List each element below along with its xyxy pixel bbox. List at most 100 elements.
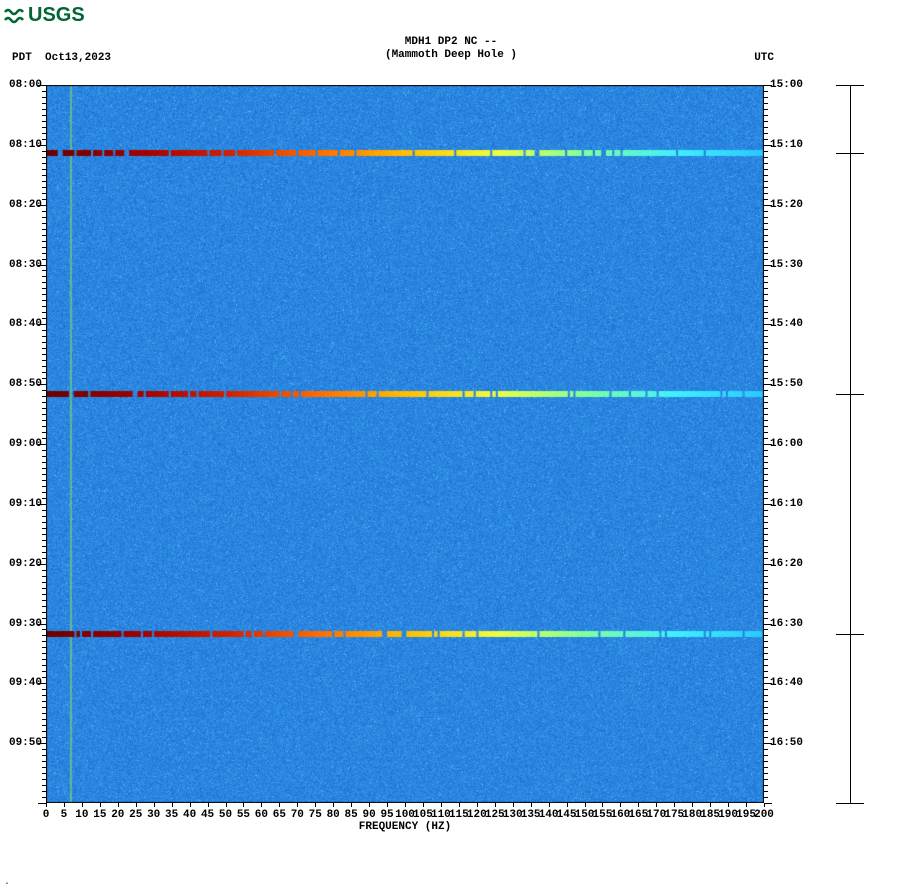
y-left-tick [42, 157, 46, 158]
y-left-tick [42, 737, 46, 738]
x-tick-label: 60 [255, 809, 268, 821]
x-tick-label: 120 [467, 809, 487, 821]
x-tick-label: 170 [646, 809, 666, 821]
y-right-tick [764, 247, 768, 248]
x-tick [297, 803, 298, 807]
y-left-tick [38, 324, 46, 325]
corner-mark: . [4, 877, 10, 888]
y-right-tick [764, 719, 768, 720]
y-right-tick [764, 564, 772, 565]
y-left-tick [38, 564, 46, 565]
y-left-tick [42, 522, 46, 523]
y-left-tick [42, 432, 46, 433]
x-tick-label: 150 [575, 809, 595, 821]
y-left-tick [42, 402, 46, 403]
event-axis-cap [836, 803, 864, 804]
x-tick [154, 803, 155, 807]
usgs-logo: USGS [4, 4, 85, 27]
x-tick-label: 90 [362, 809, 375, 821]
y-left-tick [38, 683, 46, 684]
y-left-tick [42, 193, 46, 194]
y-left-tick [38, 145, 46, 146]
y-right-tick [764, 109, 768, 110]
y-left-tick [42, 468, 46, 469]
y-right-tick [764, 420, 768, 421]
y-left-tick [42, 247, 46, 248]
x-tick [656, 803, 657, 807]
y-right-tick [764, 552, 768, 553]
y-right-tick [764, 127, 768, 128]
y-right-tick [764, 294, 768, 295]
x-tick [172, 803, 173, 807]
y-left-tick [42, 217, 46, 218]
y-right-tick [764, 366, 768, 367]
y-left-tick [42, 390, 46, 391]
y-right-tick [764, 498, 768, 499]
y-right-tick [764, 193, 768, 194]
x-tick-label: 110 [431, 809, 451, 821]
y-right-tick [764, 402, 768, 403]
y-left-tick [42, 169, 46, 170]
y-right-tick [764, 492, 768, 493]
x-tick [549, 803, 550, 807]
y-right-tick [764, 689, 768, 690]
y-right-tick [764, 707, 768, 708]
y-left-tick [38, 743, 46, 744]
y-right-tick [764, 803, 772, 804]
y-left-tick [42, 701, 46, 702]
x-tick-label: 145 [557, 809, 577, 821]
y-left-tick [42, 450, 46, 451]
y-left-tick [42, 510, 46, 511]
spectrogram-canvas [46, 85, 764, 803]
wave-icon [4, 6, 26, 26]
y-right-tick [764, 474, 768, 475]
y-right-label: 15:40 [770, 318, 803, 330]
y-right-tick [764, 683, 772, 684]
y-left-tick [42, 360, 46, 361]
x-tick [638, 803, 639, 807]
y-left-tick [42, 318, 46, 319]
x-tick [495, 803, 496, 807]
y-left-tick [42, 486, 46, 487]
y-right-label: 15:30 [770, 259, 803, 271]
x-tick [208, 803, 209, 807]
x-tick [531, 803, 532, 807]
y-left-tick [42, 647, 46, 648]
x-tick-label: 30 [147, 809, 160, 821]
y-right-tick [764, 223, 768, 224]
y-right-tick [764, 438, 768, 439]
y-right-tick [764, 235, 768, 236]
y-left-tick [38, 504, 46, 505]
y-left-tick [42, 588, 46, 589]
y-right-tick [764, 779, 768, 780]
x-tick [100, 803, 101, 807]
y-right-tick [764, 797, 768, 798]
y-left-tick [38, 624, 46, 625]
y-right-tick [764, 330, 768, 331]
y-right-tick [764, 133, 768, 134]
y-right-tick [764, 767, 768, 768]
y-left-tick [42, 474, 46, 475]
y-left-tick [42, 773, 46, 774]
y-left-tick [42, 253, 46, 254]
y-right-tick [764, 450, 768, 451]
y-right-tick [764, 276, 768, 277]
y-right-tick [764, 205, 772, 206]
y-right-tick [764, 606, 768, 607]
y-left-tick [42, 594, 46, 595]
y-right-tick [764, 558, 768, 559]
y-right-tick [764, 791, 768, 792]
y-left-tick [42, 534, 46, 535]
y-right-tick [764, 600, 768, 601]
x-tick [692, 803, 693, 807]
y-left-tick [42, 282, 46, 283]
x-tick [423, 803, 424, 807]
y-left-tick [42, 229, 46, 230]
y-right-label: 16:30 [770, 618, 803, 630]
y-left-tick [42, 480, 46, 481]
y-left-tick [38, 265, 46, 266]
y-left-tick [42, 276, 46, 277]
x-tick [64, 803, 65, 807]
y-right-tick [764, 546, 768, 547]
x-tick-label: 140 [539, 809, 559, 821]
